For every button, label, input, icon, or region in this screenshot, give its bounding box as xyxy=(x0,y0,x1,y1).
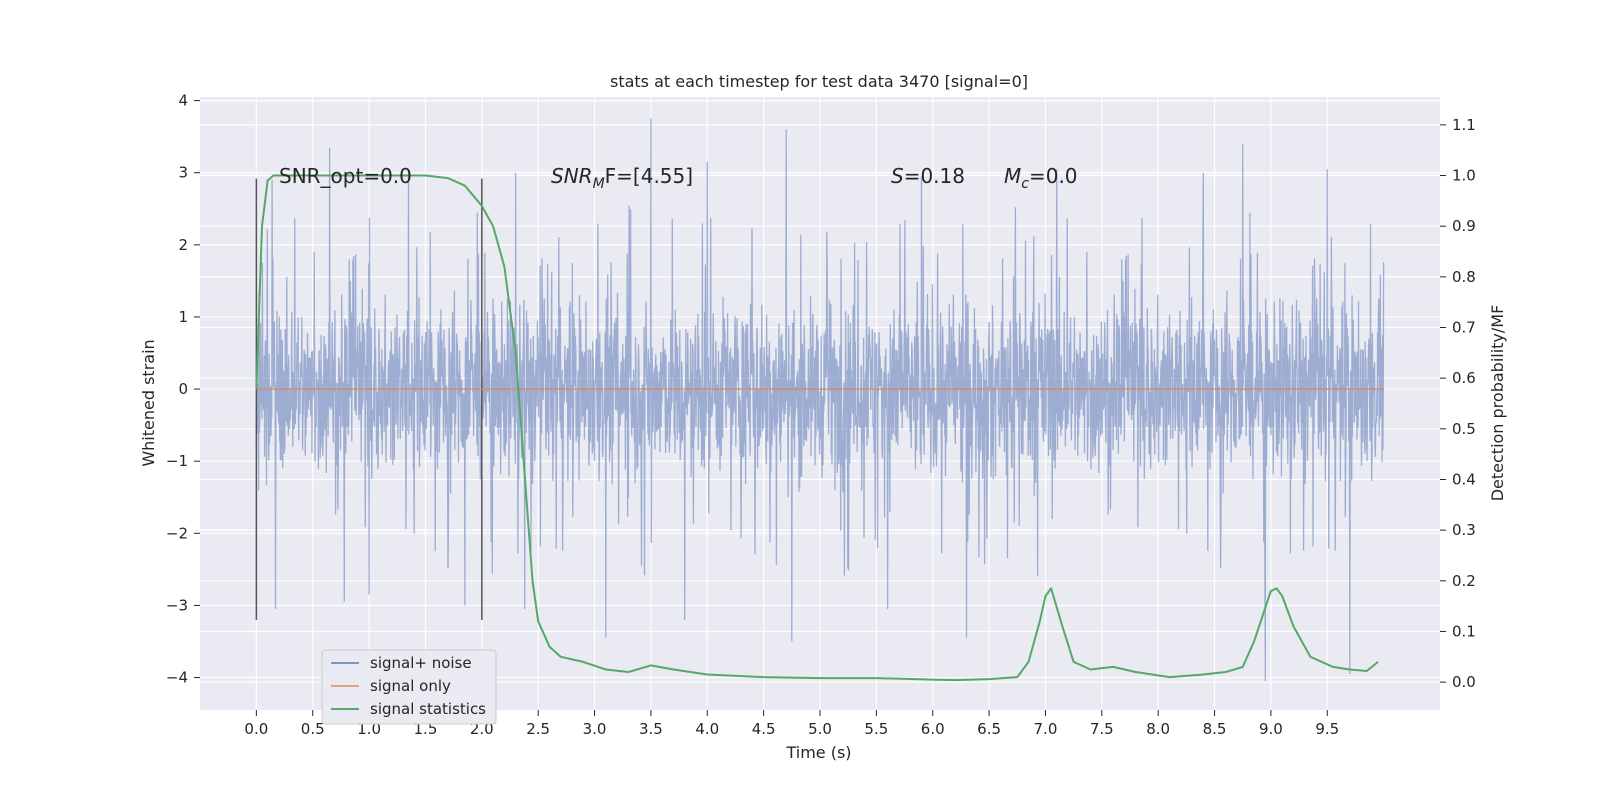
x-tick-label: 8.0 xyxy=(1146,720,1170,738)
y-axis-left-ticks: −4 −3 −2 −1 0 1 2 3 4 xyxy=(166,92,200,687)
y-left-tick-label: −1 xyxy=(166,452,188,470)
x-tick-label: 3.0 xyxy=(583,720,607,738)
x-tick-label: 9.0 xyxy=(1259,720,1283,738)
x-tick-label: 9.5 xyxy=(1315,720,1339,738)
annotation-snr-opt: SNR_opt=0.0 xyxy=(279,164,412,188)
annotation-snr-mf-subscript: M xyxy=(593,176,605,192)
annotation-s: S=0.18 xyxy=(891,164,965,188)
x-tick-label: 7.5 xyxy=(1090,720,1114,738)
x-axis-label: Time (s) xyxy=(785,743,851,762)
x-tick-label: 0.5 xyxy=(301,720,325,738)
y-right-tick-label: 1.1 xyxy=(1452,116,1476,134)
chart-title: stats at each timestep for test data 347… xyxy=(610,72,1028,91)
x-tick-label: 8.5 xyxy=(1203,720,1227,738)
annotation-mc-value: =0.0 xyxy=(1029,164,1078,188)
x-tick-label: 7.0 xyxy=(1034,720,1058,738)
y-axis-right-label: Detection probability/MF xyxy=(1488,305,1507,502)
annotation-mc: Mc=0.0 xyxy=(1004,164,1078,192)
y-right-tick-label: 0.1 xyxy=(1452,622,1476,640)
legend-box xyxy=(321,649,497,725)
x-tick-label: 4.0 xyxy=(695,720,719,738)
x-tick-label: 3.5 xyxy=(639,720,663,738)
legend-label-signal-only: signal only xyxy=(370,677,451,695)
annotation-s-value: =0.18 xyxy=(904,164,965,188)
y-axis-right-ticks: 0.0 0.1 0.2 0.3 0.4 0.5 0.6 0.7 0.8 0.9 1.0 1.1 xyxy=(1440,116,1476,691)
vertical-markers xyxy=(255,178,483,620)
x-tick-label: 0.0 xyxy=(244,720,268,738)
x-tick-label: 5.0 xyxy=(808,720,832,738)
y-left-tick-label: 0 xyxy=(178,380,188,398)
y-left-tick-label: 2 xyxy=(178,236,188,254)
signal-statistics-series xyxy=(255,174,1379,682)
y-axis-left-label: Whitened strain xyxy=(139,339,158,466)
x-tick-label: 4.5 xyxy=(752,720,776,738)
signal-statistics-line xyxy=(255,174,1379,682)
annotation-mc-subscript: c xyxy=(1021,176,1029,192)
y-right-tick-label: 0.5 xyxy=(1452,420,1476,438)
y-left-tick-label: 4 xyxy=(178,92,188,110)
signal-noise-line xyxy=(255,118,1385,682)
x-tick-label: 6.5 xyxy=(977,720,1001,738)
annotation-mc-symbol: M xyxy=(1004,164,1021,188)
annotation-s-symbol: S xyxy=(891,164,904,188)
y-right-tick-label: 0.8 xyxy=(1452,268,1476,286)
legend-label-signal-noise: signal+ noise xyxy=(370,654,472,672)
x-tick-label: 2.5 xyxy=(526,720,550,738)
signal-noise-series xyxy=(255,118,1385,682)
annotation-snr-mf-value: F=[4.55] xyxy=(605,164,693,188)
y-left-tick-label: −4 xyxy=(166,669,188,687)
y-right-tick-label: 0.6 xyxy=(1452,369,1476,387)
y-right-tick-label: 0.0 xyxy=(1452,673,1476,691)
x-tick-label: 5.5 xyxy=(864,720,888,738)
y-right-tick-label: 0.7 xyxy=(1452,319,1476,337)
annotation-snr-mf: SNRMF=[4.55] xyxy=(551,164,693,192)
y-right-tick-label: 0.9 xyxy=(1452,217,1476,235)
x-tick-label: 6.0 xyxy=(921,720,945,738)
y-left-tick-label: −3 xyxy=(166,596,188,614)
legend-label-signal-statistics: signal statistics xyxy=(370,700,486,718)
y-right-tick-label: 0.4 xyxy=(1452,470,1476,488)
y-left-tick-label: 3 xyxy=(178,164,188,182)
legend: signal+ noise signal only signal statist… xyxy=(321,649,497,725)
annotation-snr-mf-symbol: SNR xyxy=(551,164,593,188)
y-left-tick-label: −2 xyxy=(166,524,188,542)
y-right-tick-label: 0.2 xyxy=(1452,572,1476,590)
y-left-tick-label: 1 xyxy=(178,308,188,326)
y-right-tick-label: 0.3 xyxy=(1452,521,1476,539)
y-right-tick-label: 1.0 xyxy=(1452,167,1476,185)
